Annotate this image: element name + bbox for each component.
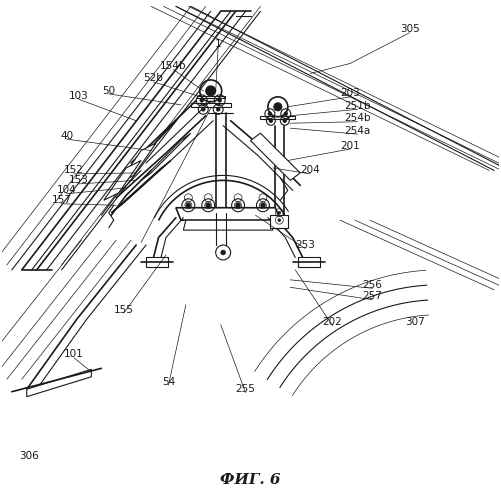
Circle shape	[261, 203, 266, 207]
Polygon shape	[27, 370, 91, 396]
Text: 154b: 154b	[160, 61, 187, 71]
Text: ФИГ. 6: ФИГ. 6	[220, 472, 281, 486]
Polygon shape	[183, 220, 273, 230]
Text: 101: 101	[64, 350, 84, 360]
Text: 257: 257	[362, 290, 382, 300]
Polygon shape	[104, 160, 141, 200]
Text: 307: 307	[405, 317, 424, 327]
Polygon shape	[146, 258, 168, 268]
Polygon shape	[197, 96, 224, 98]
Text: 255: 255	[235, 384, 256, 394]
Text: 50: 50	[102, 86, 115, 96]
Circle shape	[216, 108, 220, 112]
Text: 40: 40	[60, 130, 73, 140]
Text: 253: 253	[295, 240, 315, 250]
Text: 254b: 254b	[344, 113, 371, 123]
Circle shape	[235, 203, 240, 207]
Circle shape	[268, 112, 272, 116]
Text: 1: 1	[215, 38, 221, 48]
Circle shape	[186, 203, 191, 207]
Circle shape	[278, 211, 281, 214]
Text: 201: 201	[340, 140, 360, 150]
Text: 202: 202	[323, 317, 342, 327]
Text: 103: 103	[69, 91, 89, 101]
Polygon shape	[176, 208, 281, 220]
Polygon shape	[298, 258, 320, 268]
Polygon shape	[250, 133, 300, 180]
Polygon shape	[111, 160, 171, 212]
Text: 104: 104	[57, 186, 77, 196]
Circle shape	[220, 250, 225, 255]
Text: 52b: 52b	[144, 74, 163, 84]
Text: 153: 153	[69, 176, 89, 186]
Text: 54: 54	[162, 377, 175, 387]
Text: 254a: 254a	[344, 126, 371, 136]
Text: 152: 152	[64, 166, 84, 175]
Text: 305: 305	[400, 24, 419, 34]
Circle shape	[200, 98, 204, 102]
Circle shape	[278, 218, 281, 222]
Polygon shape	[271, 215, 288, 228]
Circle shape	[201, 108, 205, 112]
Circle shape	[284, 112, 288, 116]
Circle shape	[269, 118, 273, 122]
Polygon shape	[191, 103, 230, 107]
Polygon shape	[119, 143, 156, 183]
Text: 251b: 251b	[344, 101, 371, 111]
Polygon shape	[261, 116, 295, 119]
Circle shape	[274, 103, 282, 111]
Text: 203: 203	[340, 88, 360, 99]
Circle shape	[206, 203, 211, 207]
Circle shape	[206, 86, 216, 96]
Text: 204: 204	[300, 166, 320, 175]
Circle shape	[283, 118, 287, 122]
Polygon shape	[141, 133, 191, 180]
Text: 157: 157	[52, 196, 72, 205]
Circle shape	[217, 98, 221, 102]
Text: 256: 256	[362, 280, 382, 290]
Text: 155: 155	[114, 304, 134, 314]
Text: 306: 306	[20, 452, 39, 462]
